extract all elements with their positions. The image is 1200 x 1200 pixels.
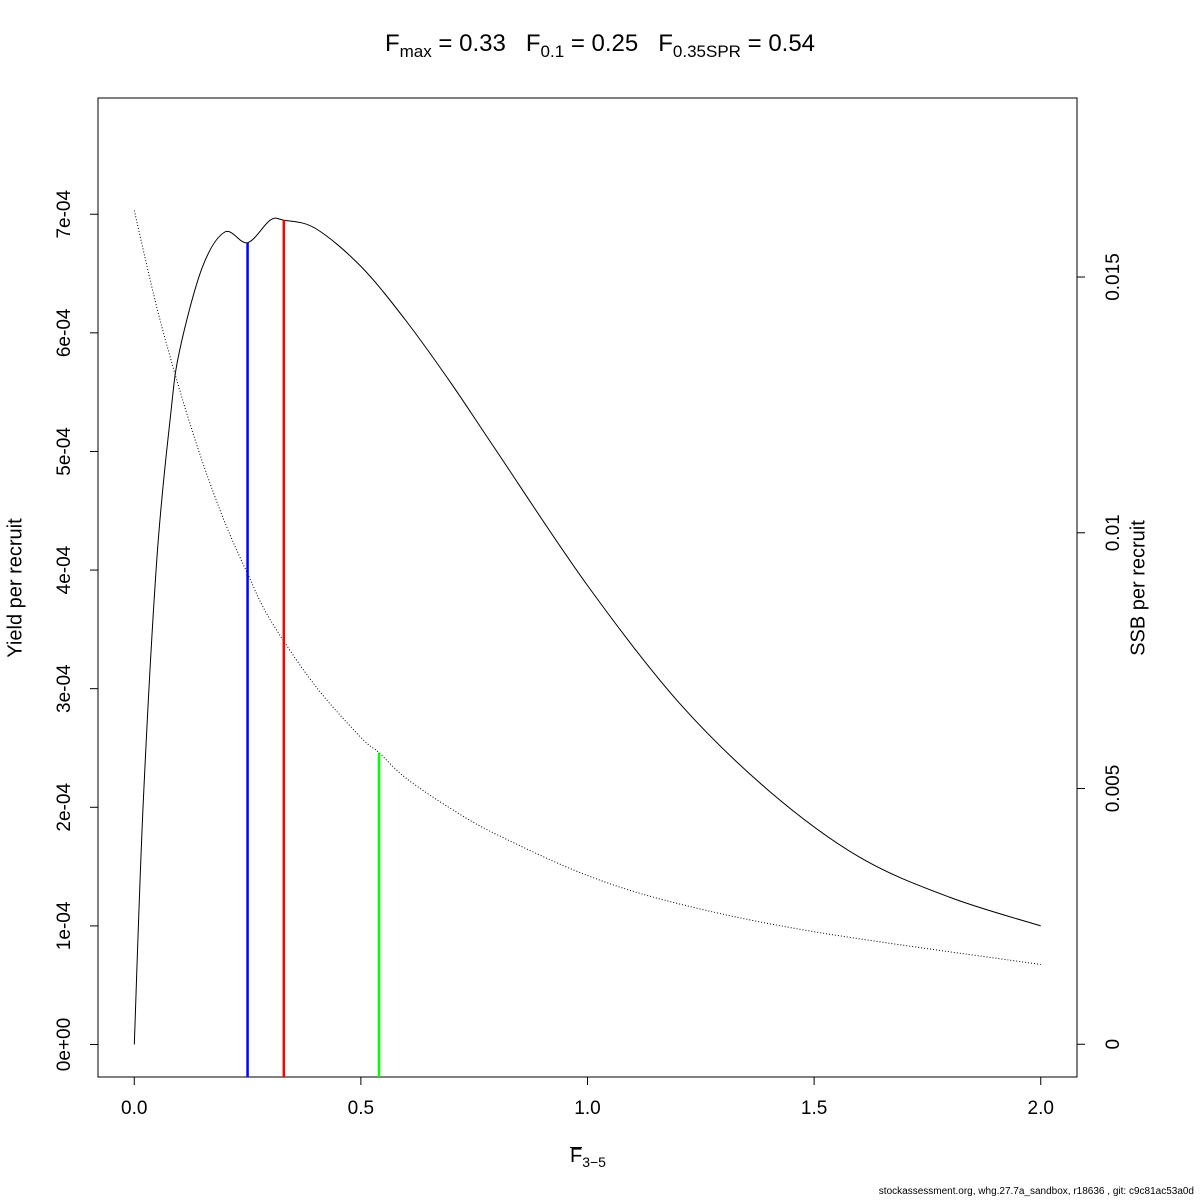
y-tick-label: 7e-04 bbox=[54, 190, 75, 239]
title-fmax: Fmax = 0.33 bbox=[384, 30, 506, 61]
y-tick-label: 6e-04 bbox=[54, 308, 75, 357]
x-tick-label: 1.0 bbox=[574, 1098, 600, 1119]
y-tick-label: 2e-04 bbox=[54, 783, 75, 832]
y-tick-label: 0e+00 bbox=[54, 1018, 75, 1071]
y2-axis-label: SSB per recruit bbox=[1127, 520, 1150, 656]
title-f01-label: F bbox=[525, 30, 541, 57]
title-f01: F0.1 = 0.25 bbox=[525, 30, 639, 61]
y2-tick-label: 0.015 bbox=[1103, 253, 1124, 301]
y2-tick-label: 0.01 bbox=[1103, 514, 1124, 551]
title-fmax-sub: max bbox=[399, 42, 432, 61]
x-tick-label: 1.5 bbox=[801, 1098, 827, 1119]
x-axis-label: F3−5 bbox=[570, 1145, 606, 1170]
x-axis-label-main: F bbox=[570, 1145, 583, 1167]
chart-title: Fmax = 0.33 F0.1 = 0.25 F0.35SPR = 0.54 bbox=[0, 30, 1200, 62]
title-f01-value: 0.25 bbox=[591, 30, 639, 57]
y2-tick-label: 0 bbox=[1103, 1039, 1124, 1050]
footer-text: stockassessment.org, whg.27.7a_sandbox, … bbox=[878, 1186, 1194, 1197]
y-tick-label: 4e-04 bbox=[54, 545, 75, 594]
title-fspr: F0.35SPR = 0.54 bbox=[658, 30, 816, 61]
yield-per-recruit-line bbox=[133, 217, 1041, 1045]
x-tick-label: 0.0 bbox=[121, 1098, 147, 1119]
y-tick-label: 1e-04 bbox=[54, 901, 75, 950]
title-fspr-sub: 0.35SPR bbox=[672, 42, 741, 61]
y2-tick-label: 0.005 bbox=[1103, 765, 1124, 813]
ssb-per-recruit-line bbox=[133, 210, 1041, 965]
x-tick-label: 0.5 bbox=[348, 1098, 374, 1119]
y-tick-label: 3e-04 bbox=[54, 664, 75, 713]
y-axis-label: Yield per recruit bbox=[4, 518, 27, 658]
title-fmax-label: F bbox=[384, 30, 400, 57]
title-fspr-value: 0.54 bbox=[768, 30, 816, 57]
x-tick-label: 2.0 bbox=[1028, 1098, 1054, 1119]
title-fspr-label: F bbox=[658, 30, 673, 57]
x-axis-label-sub: 3−5 bbox=[582, 1154, 606, 1170]
title-fmax-value: 0.33 bbox=[459, 30, 506, 57]
y-tick-label: 5e-04 bbox=[54, 427, 75, 476]
title-f01-sub: 0.1 bbox=[540, 42, 565, 61]
plot-frame bbox=[97, 97, 1078, 1078]
